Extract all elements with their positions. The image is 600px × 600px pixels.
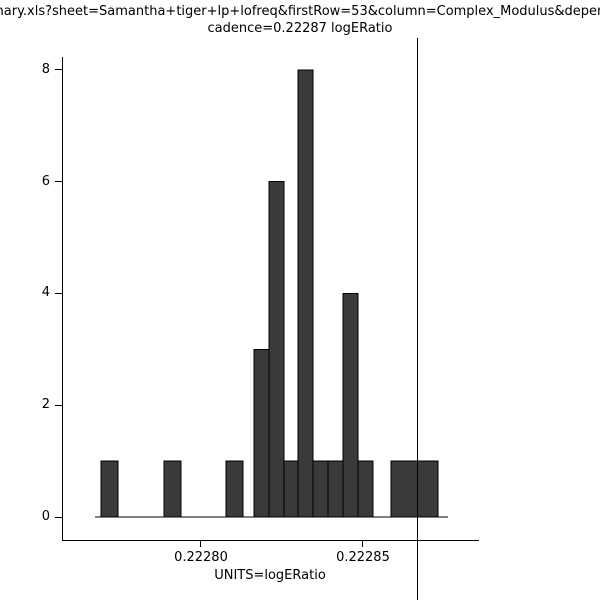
x-axis-tick-mark <box>362 540 364 547</box>
y-axis-tick-label: 8 <box>41 61 50 77</box>
histogram-plot <box>95 69 449 518</box>
histogram-bar <box>225 460 244 518</box>
y-axis-tick-mark <box>55 181 62 183</box>
y-axis-tick-mark <box>55 404 62 406</box>
histogram-bar <box>253 348 270 518</box>
y-axis-tick-mark <box>55 69 62 71</box>
y-axis-tick-label: 2 <box>41 397 50 413</box>
histogram-bar <box>163 460 182 518</box>
histogram-bar <box>327 460 344 518</box>
histogram-bar <box>342 292 359 518</box>
histogram-bar <box>312 460 329 518</box>
x-axis-tick-label: 0.22280 <box>174 550 228 565</box>
histogram-bar <box>390 460 439 518</box>
cadence-marker-line <box>417 38 419 600</box>
y-axis-tick-mark <box>55 292 62 294</box>
x-axis-label: UNITS=logERatio <box>214 568 326 583</box>
histogram-bar <box>357 460 374 518</box>
y-axis-tick-label: 0 <box>41 509 50 525</box>
y-axis-tick-label: 4 <box>41 285 50 301</box>
histogram-bar <box>297 69 314 518</box>
y-axis-tick-label: 6 <box>41 173 50 189</box>
figure-title-url: mmary.xls?sheet=Samantha+tiger+lp+lofreq… <box>0 4 600 19</box>
figure-subtitle: cadence=0.22287 logERatio <box>207 21 393 36</box>
plot-area <box>62 57 479 541</box>
x-axis-tick-label: 0.22285 <box>336 550 390 565</box>
histogram-bar <box>100 460 119 518</box>
x-axis-tick-mark <box>200 540 202 547</box>
histogram-bar <box>268 181 285 518</box>
histogram-bar <box>283 460 299 518</box>
y-axis-tick-mark <box>55 516 62 518</box>
